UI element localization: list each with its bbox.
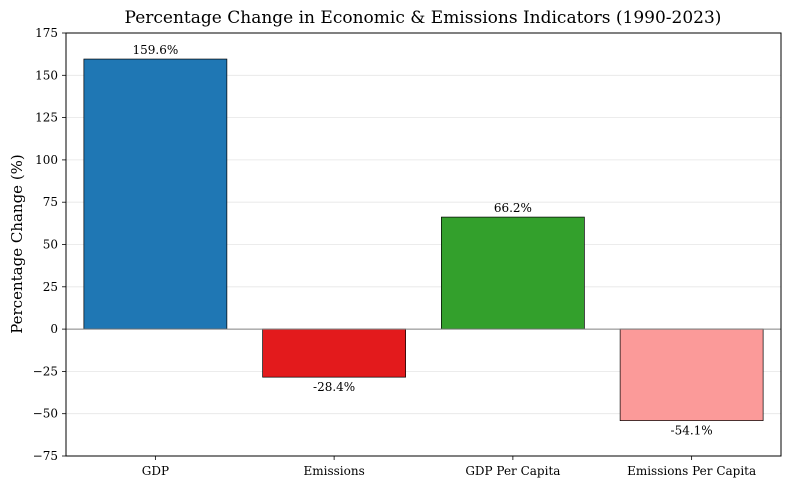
data-label: -54.1%: [671, 424, 713, 438]
x-axis-ticks: GDP Emissions GDP Per Capita Emissions Per …: [142, 456, 756, 478]
x-tick-label: Emissions: [304, 464, 365, 478]
bar-emissions: [262, 328, 406, 378]
y-tick-label: −25: [33, 364, 58, 378]
y-tick-label: 150: [35, 68, 58, 82]
y-axis-label: Percentage Change (%): [8, 154, 26, 334]
plot-frame: [65, 32, 782, 457]
y-tick-label: −75: [33, 449, 58, 463]
bar-emissions-per-capita: [619, 328, 764, 421]
x-tick-label: Emissions Per Capita: [627, 464, 756, 478]
bar-gdp: [83, 58, 228, 330]
chart-title: Percentage Change in Economic & Emission…: [125, 8, 722, 28]
y-tick-label: 50: [43, 238, 58, 252]
x-tick-label: GDP Per Capita: [465, 464, 560, 478]
data-label: -28.4%: [313, 380, 355, 394]
y-axis-ticks: −75 −50 −25 0 25 50 75 100 125 150 175: [33, 26, 66, 463]
y-tick-label: 100: [35, 153, 58, 167]
data-label: 159.6%: [132, 43, 178, 57]
y-tick-label: 25: [43, 280, 58, 294]
y-tick-label: 125: [35, 111, 58, 125]
bars: [83, 58, 764, 421]
y-tick-label: 175: [35, 26, 58, 40]
y-tick-label: 0: [50, 322, 58, 336]
bar-gdp-per-capita: [441, 216, 585, 330]
y-tick-label: 75: [43, 195, 58, 209]
x-tick-label: GDP: [142, 464, 169, 478]
y-tick-label: −50: [33, 407, 58, 421]
data-label: 66.2%: [494, 201, 532, 215]
data-labels: 159.6% -28.4% 66.2% -54.1%: [132, 43, 712, 438]
